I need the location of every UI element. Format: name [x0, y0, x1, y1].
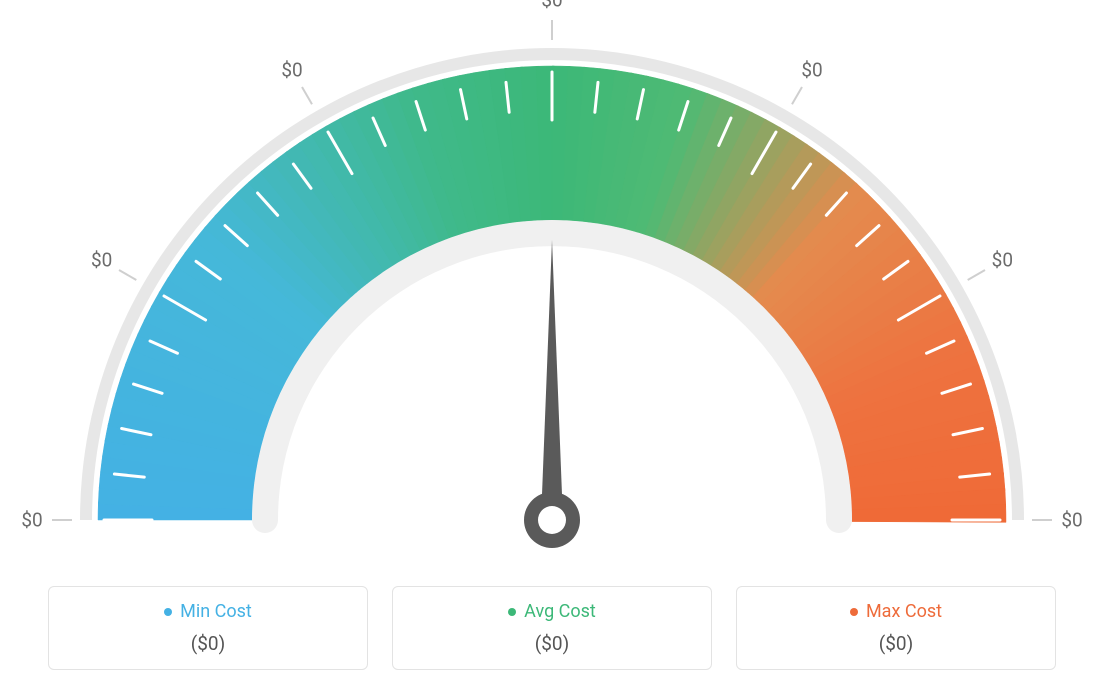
gauge-scale-label: $0: [801, 58, 822, 81]
legend-label-max: Max Cost: [866, 601, 942, 622]
legend-title-min: Min Cost: [164, 601, 252, 622]
legend-title-max: Max Cost: [850, 601, 942, 622]
gauge-scale-label: $0: [281, 58, 302, 81]
legend-card-avg: Avg Cost ($0): [392, 586, 712, 671]
legend-dot-max: [850, 608, 858, 616]
legend-value-max: ($0): [737, 632, 1055, 655]
gauge-scale-label: $0: [91, 249, 112, 272]
legend-dot-avg: [508, 608, 516, 616]
gauge-svg: [40, 20, 1064, 580]
legend-label-min: Min Cost: [180, 601, 252, 622]
gauge-scale-label: $0: [541, 0, 562, 12]
gauge-scale-label: $0: [1061, 509, 1082, 532]
gauge-scale-label: $0: [992, 249, 1013, 272]
legend-value-min: ($0): [49, 632, 367, 655]
legend-value-avg: ($0): [393, 632, 711, 655]
legend-dot-min: [164, 608, 172, 616]
gauge-area: $0 $0 $0 $0 $0 $0 $0: [0, 0, 1104, 560]
legend-row: Min Cost ($0) Avg Cost ($0) Max Cost ($0…: [0, 586, 1104, 671]
legend-label-avg: Avg Cost: [524, 601, 596, 622]
legend-card-min: Min Cost ($0): [48, 586, 368, 671]
legend-title-avg: Avg Cost: [508, 601, 596, 622]
chart-container: $0 $0 $0 $0 $0 $0 $0 Min Cost ($0) Avg Cost ($…: [0, 0, 1104, 690]
gauge-scale-label: $0: [21, 509, 42, 532]
legend-card-max: Max Cost ($0): [736, 586, 1056, 671]
